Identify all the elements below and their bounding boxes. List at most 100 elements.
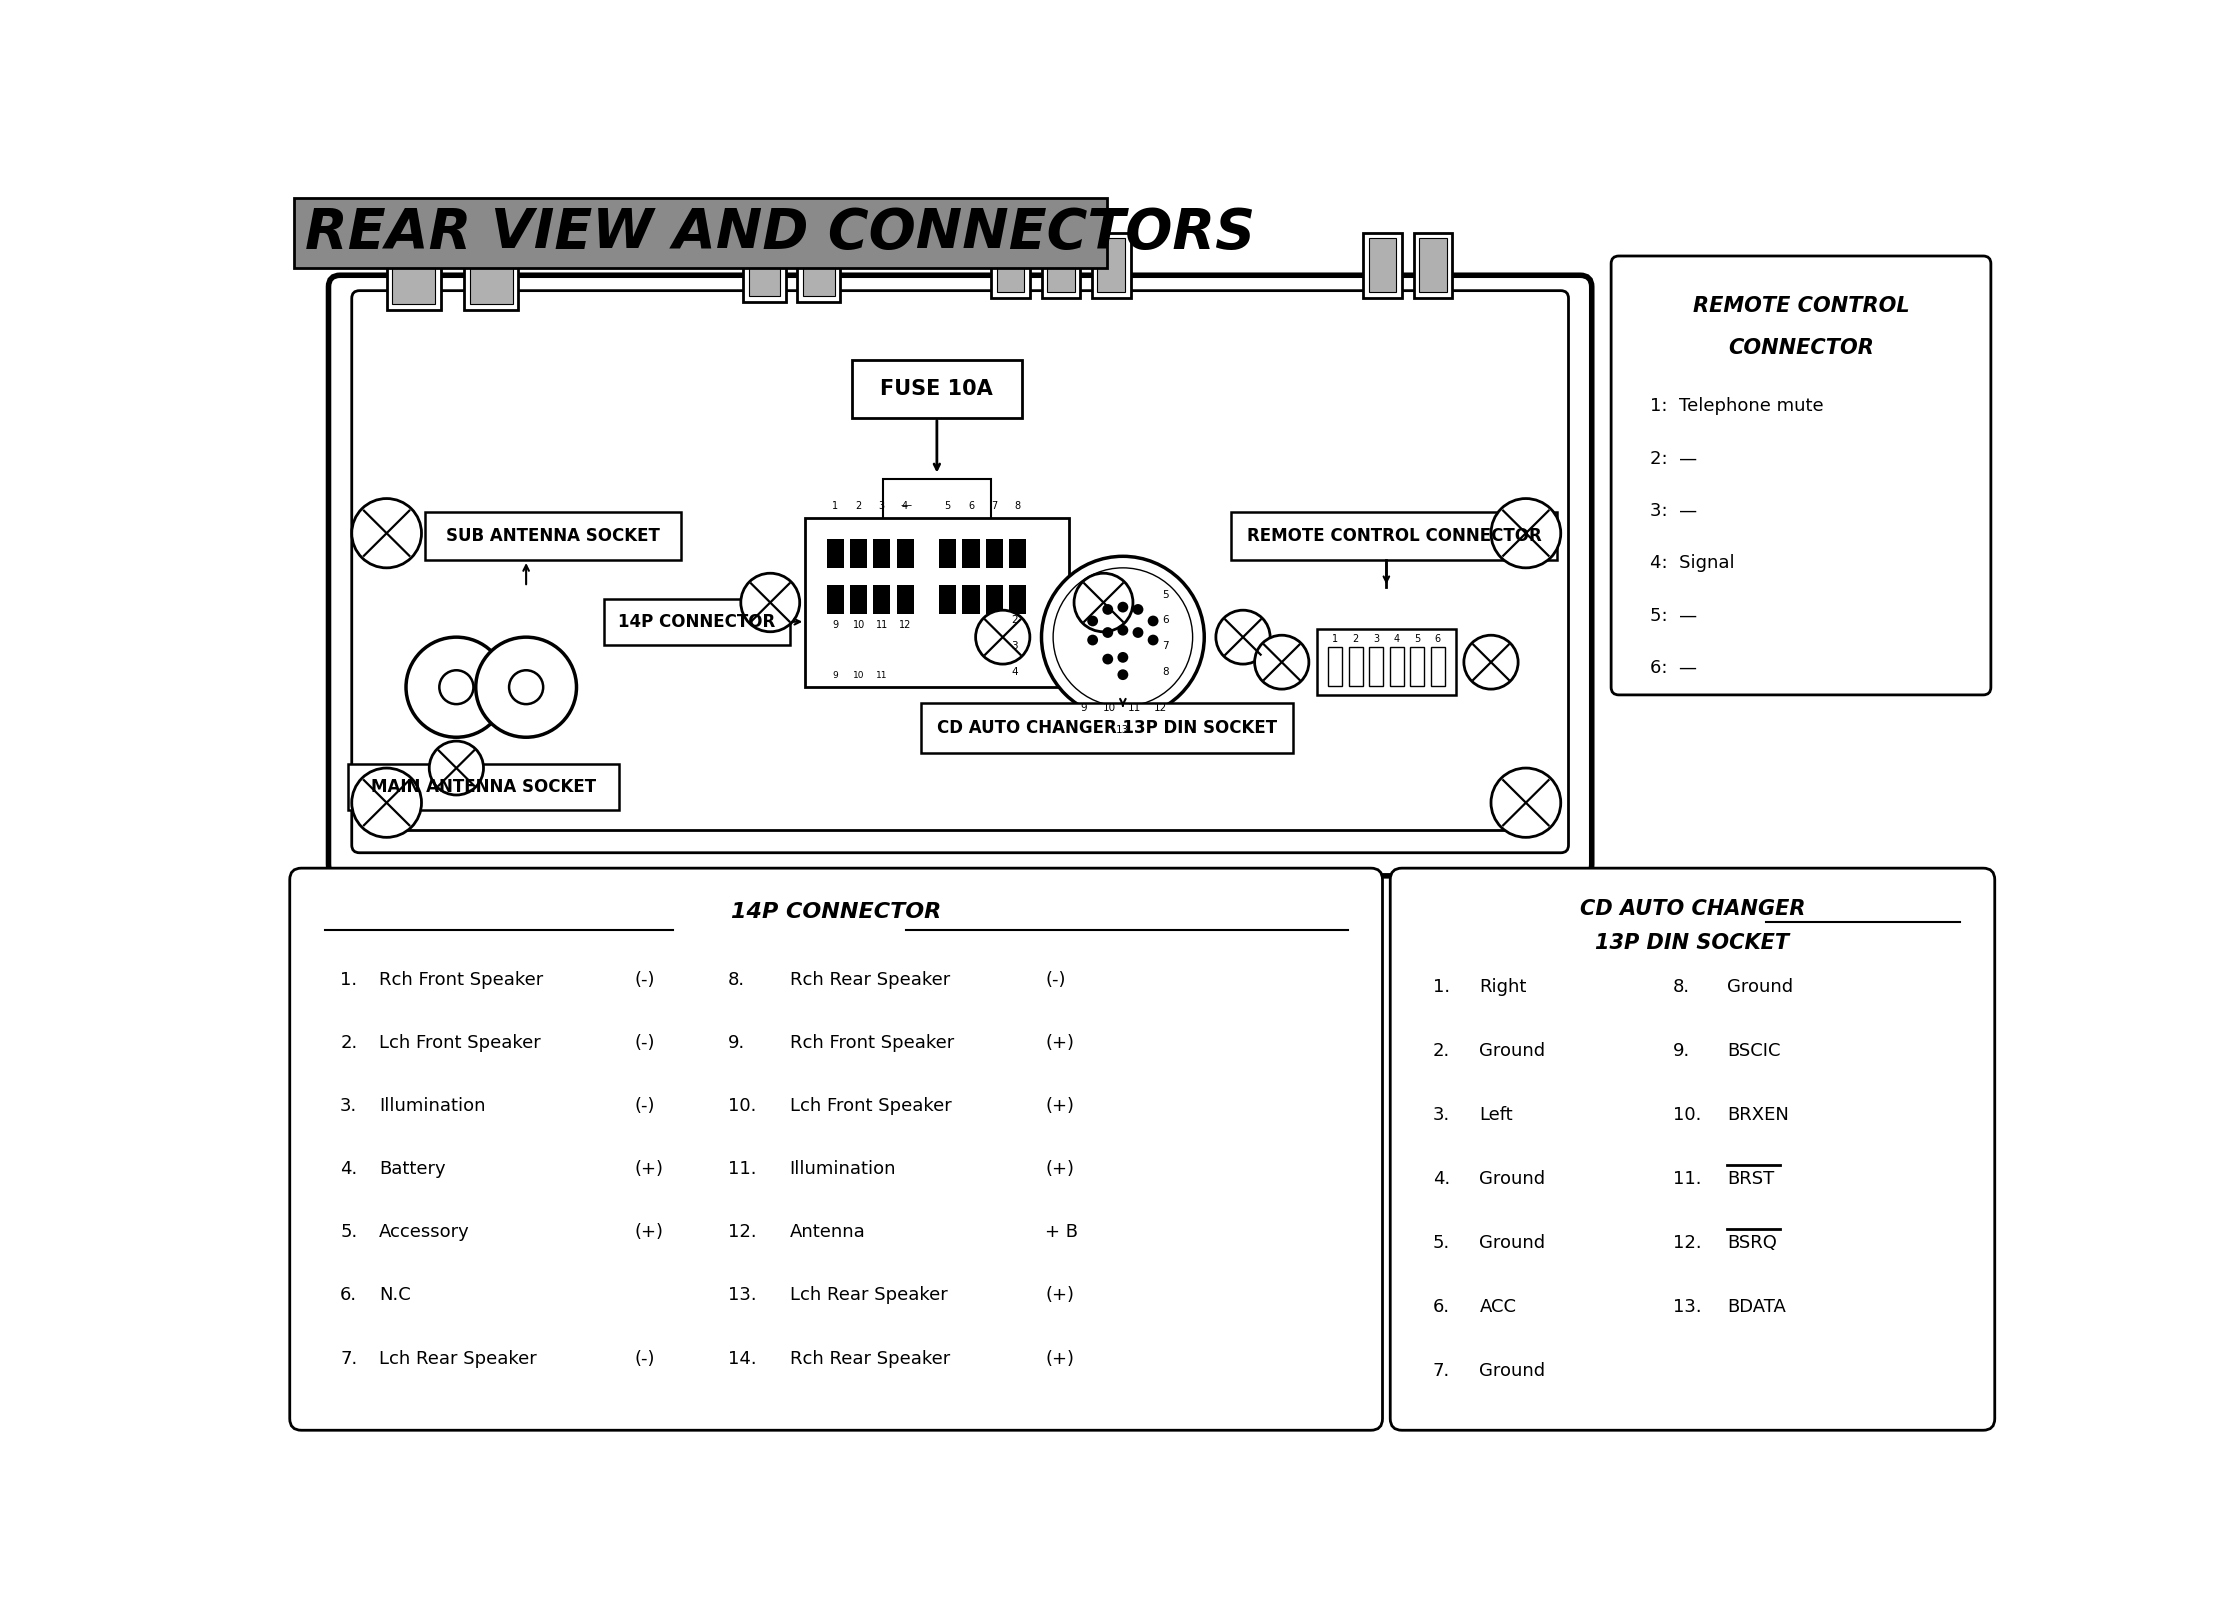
Bar <box>997 238 1024 292</box>
Bar <box>828 585 843 614</box>
Text: 6: 6 <box>1161 616 1168 625</box>
Text: (+): (+) <box>1046 1160 1075 1178</box>
FancyBboxPatch shape <box>1611 256 1991 695</box>
Text: 6: 6 <box>1435 633 1442 643</box>
Text: 2: 2 <box>1353 633 1359 643</box>
Circle shape <box>1148 635 1159 645</box>
Text: 13: 13 <box>1117 724 1130 734</box>
FancyBboxPatch shape <box>1391 868 1996 1430</box>
Bar <box>797 233 841 303</box>
Text: Lch Front Speaker: Lch Front Speaker <box>378 1034 541 1051</box>
Bar <box>990 233 1030 298</box>
Text: (-): (-) <box>634 1349 654 1367</box>
Text: 8.: 8. <box>728 970 745 988</box>
Circle shape <box>1464 635 1517 688</box>
Text: 11: 11 <box>877 620 888 630</box>
FancyBboxPatch shape <box>1317 630 1455 695</box>
Circle shape <box>1117 601 1128 612</box>
Circle shape <box>1088 616 1099 627</box>
Text: Ground: Ground <box>1480 1362 1546 1380</box>
Text: Antenna: Antenna <box>790 1223 866 1241</box>
Circle shape <box>438 671 474 705</box>
Text: Battery: Battery <box>378 1160 445 1178</box>
Text: CD AUTO CHANGER: CD AUTO CHANGER <box>1580 899 1804 919</box>
Text: 7.: 7. <box>1433 1362 1451 1380</box>
Text: 13P DIN SOCKET: 13P DIN SOCKET <box>1595 933 1789 953</box>
Circle shape <box>1215 611 1270 664</box>
Text: 1.: 1. <box>1433 978 1451 996</box>
Bar <box>1008 585 1026 614</box>
Text: 4: 4 <box>1010 667 1017 677</box>
FancyBboxPatch shape <box>805 518 1068 687</box>
Bar <box>1413 233 1453 298</box>
Text: 12: 12 <box>1153 703 1166 713</box>
Text: 9: 9 <box>832 620 839 630</box>
Text: Lch Front Speaker: Lch Front Speaker <box>790 1097 952 1115</box>
Bar <box>1328 646 1342 685</box>
Text: 10.: 10. <box>1673 1106 1702 1124</box>
Bar <box>1411 646 1424 685</box>
Circle shape <box>1255 635 1308 688</box>
Text: 3.: 3. <box>340 1097 358 1115</box>
Text: 12.: 12. <box>1673 1234 1702 1252</box>
Text: 8.: 8. <box>1673 978 1691 996</box>
Circle shape <box>1101 604 1112 616</box>
Text: N.C: N.C <box>378 1286 412 1304</box>
FancyBboxPatch shape <box>883 480 990 549</box>
Bar <box>850 585 868 614</box>
Text: + B: + B <box>1046 1223 1079 1241</box>
Text: 6: 6 <box>968 501 975 510</box>
Text: 8: 8 <box>1015 501 1021 510</box>
Text: Rch Front Speaker: Rch Front Speaker <box>790 1034 955 1051</box>
Text: 2.: 2. <box>340 1034 358 1051</box>
Text: 7: 7 <box>1161 642 1168 651</box>
Text: CONNECTOR: CONNECTOR <box>1729 339 1873 358</box>
Text: (-): (-) <box>634 1034 654 1051</box>
Text: (+): (+) <box>1046 1349 1075 1367</box>
Text: 3: 3 <box>1010 642 1017 651</box>
Text: 3.: 3. <box>1433 1106 1451 1124</box>
Text: Illumination: Illumination <box>790 1160 897 1178</box>
Bar <box>1431 646 1444 685</box>
Circle shape <box>1491 499 1560 569</box>
Text: (+): (+) <box>1046 1097 1075 1115</box>
Bar <box>939 538 957 569</box>
Text: 8: 8 <box>1161 667 1168 677</box>
Text: 12: 12 <box>899 620 912 630</box>
Text: 4: 4 <box>1393 633 1400 643</box>
Text: 10: 10 <box>852 671 863 680</box>
Text: 13.: 13. <box>728 1286 757 1304</box>
Circle shape <box>1088 635 1099 645</box>
FancyBboxPatch shape <box>352 290 1569 852</box>
Circle shape <box>1052 569 1193 706</box>
Bar <box>387 233 441 309</box>
Text: 7.: 7. <box>340 1349 358 1367</box>
Bar <box>850 538 868 569</box>
Bar <box>963 538 979 569</box>
Circle shape <box>975 611 1030 664</box>
Text: 13.: 13. <box>1673 1298 1702 1315</box>
Text: 11.: 11. <box>728 1160 757 1178</box>
Circle shape <box>1075 573 1133 632</box>
Circle shape <box>510 671 543 705</box>
FancyBboxPatch shape <box>289 868 1382 1430</box>
Bar <box>963 585 979 614</box>
Text: BSRQ: BSRQ <box>1727 1234 1778 1252</box>
Text: 5: 5 <box>1161 590 1168 599</box>
Bar <box>986 585 1003 614</box>
Text: 9.: 9. <box>728 1034 745 1051</box>
Text: 14P CONNECTOR: 14P CONNECTOR <box>619 612 774 630</box>
Text: (+): (+) <box>634 1223 663 1241</box>
Text: 12.: 12. <box>728 1223 757 1241</box>
Text: 6:  —: 6: — <box>1651 659 1698 677</box>
Text: 4.: 4. <box>1433 1170 1451 1187</box>
Bar <box>465 233 518 309</box>
Bar <box>986 538 1003 569</box>
FancyBboxPatch shape <box>1230 512 1558 561</box>
Text: 10.: 10. <box>728 1097 757 1115</box>
Text: 5: 5 <box>1415 633 1420 643</box>
FancyBboxPatch shape <box>921 703 1293 753</box>
Text: 3: 3 <box>879 501 886 510</box>
Bar <box>828 538 843 569</box>
Text: (+): (+) <box>1046 1034 1075 1051</box>
